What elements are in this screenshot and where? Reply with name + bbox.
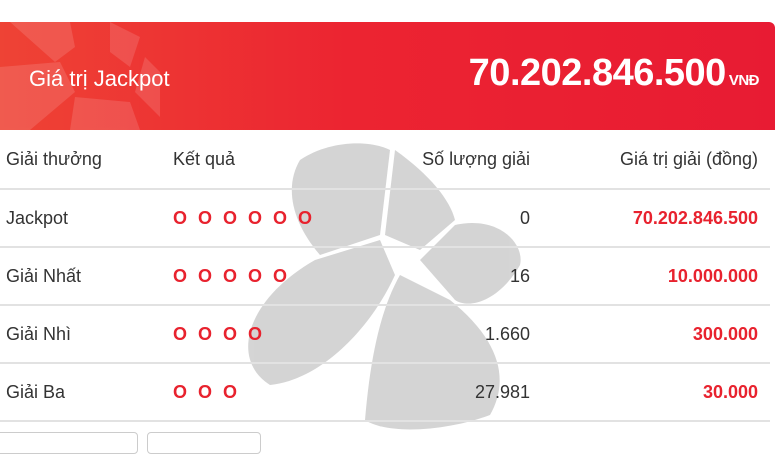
header-prize: Giải thưởng [6, 148, 102, 169]
prize-count: 27.981 [474, 381, 530, 402]
bottom-button-2[interactable] [147, 432, 261, 454]
header-result: Kết quả [173, 148, 236, 169]
prize-name: Giải Nhất [6, 265, 82, 286]
header-count: Số lượng giải [422, 148, 530, 169]
currency: VNĐ [728, 72, 760, 89]
prize-value: 10.000.000 [667, 265, 758, 286]
result-pattern: O O O O [173, 323, 266, 344]
jackpot-value: 70.202.846.500 VNĐ [468, 52, 760, 95]
prize-name: Jackpot [6, 207, 69, 228]
result-pattern: O O O O O [173, 265, 291, 286]
prize-count: 0 [519, 207, 530, 228]
bottom-button-1[interactable] [0, 432, 138, 454]
result-pattern: O O O [173, 381, 241, 402]
prize-name: Giải Ba [6, 381, 66, 402]
jackpot-banner: Giá trị Jackpot 70.202.846.500 VNĐ [0, 22, 775, 130]
prize-table: Giải thưởng Kết quả Số lượng giải Giá tr… [0, 130, 770, 422]
prize-name: Giải Nhì [6, 323, 72, 344]
jackpot-label: Giá trị Jackpot [29, 66, 170, 91]
prize-value: 300.000 [692, 323, 758, 344]
prize-value: 70.202.846.500 [632, 207, 758, 228]
prize-count: 16 [509, 265, 530, 286]
prize-count: 1.660 [484, 323, 530, 344]
watermark-star-logo [248, 143, 521, 430]
table-row: Giải Nhì O O O O 1.660 300.000 [0, 305, 770, 363]
header-value: Giá trị giải (đồng) [619, 148, 758, 169]
table-row: Giải Ba O O O 27.981 30.000 [0, 363, 770, 421]
result-pattern: O O O O O O [173, 207, 316, 228]
star-logo-decoration-icon [0, 22, 160, 130]
jackpot-amount: 70.202.846.500 [468, 52, 727, 94]
table-row: Giải Nhất O O O O O 16 10.000.000 [0, 247, 770, 305]
prize-value: 30.000 [702, 381, 758, 402]
table-header-row: Giải thưởng Kết quả Số lượng giải Giá tr… [0, 130, 770, 189]
table-row: Jackpot O O O O O O 0 70.202.846.500 [0, 189, 770, 247]
